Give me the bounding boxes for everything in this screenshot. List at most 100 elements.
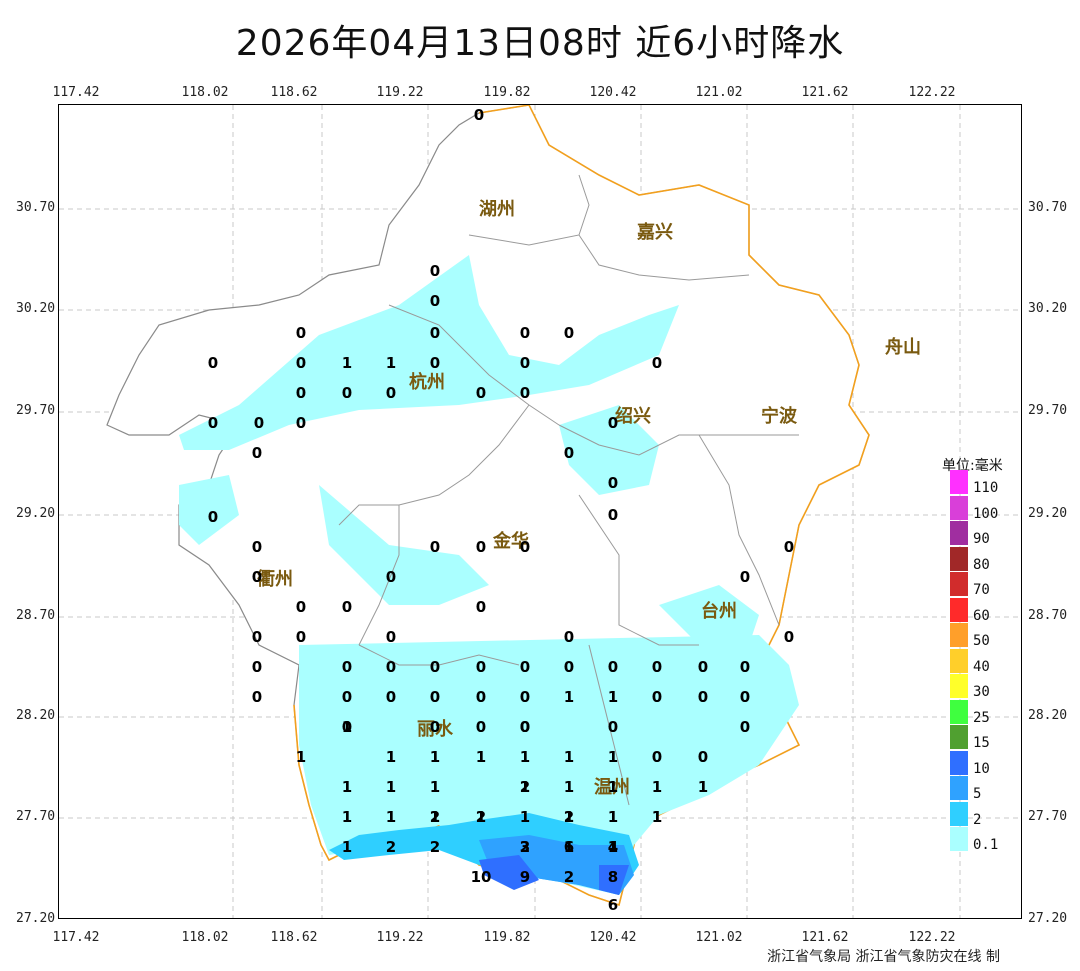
station-value-94: 1 xyxy=(564,808,574,826)
lat-tick-right-0: 30.70 xyxy=(1028,200,1068,215)
station-value-21: 0 xyxy=(296,414,306,432)
station-value-44: 0 xyxy=(252,658,262,676)
station-value-83: 1 xyxy=(342,778,352,796)
station-value-50: 0 xyxy=(564,658,574,676)
lat-tick-right-2: 29.70 xyxy=(1028,403,1068,418)
map-title: 2026年04月13日08时 近6小时降水 xyxy=(235,23,845,64)
station-value-106: 1 xyxy=(652,808,662,826)
station-value-70: 0 xyxy=(520,718,530,736)
station-value-20: 0 xyxy=(254,414,264,432)
station-value-59: 0 xyxy=(476,688,486,706)
legend-swatch-4 xyxy=(950,572,968,596)
station-value-92: 1 xyxy=(476,808,486,826)
lon-tick-top-2: 118.62 xyxy=(270,85,318,100)
city-label-7: 台州 xyxy=(701,600,737,622)
legend-swatch-3 xyxy=(950,546,968,571)
station-value-10: 1 xyxy=(386,354,396,372)
station-value-107: 2 xyxy=(476,808,486,826)
lat-tick-right-7: 27.20 xyxy=(1028,911,1068,926)
lat-tick-right-6: 27.70 xyxy=(1028,809,1068,824)
station-value-84: 1 xyxy=(386,778,396,796)
station-value-86: 1 xyxy=(520,778,530,796)
city-label-3: 绍兴 xyxy=(615,405,651,427)
legend-label-12: 5 xyxy=(973,786,982,802)
station-value-99: 1 xyxy=(698,778,708,796)
legend-label-6: 50 xyxy=(973,633,990,649)
city-label-2: 杭州 xyxy=(409,371,445,393)
station-value-43: 0 xyxy=(784,628,794,646)
station-value-4: 0 xyxy=(430,324,440,342)
station-value-115: 2 xyxy=(564,868,574,886)
station-value-18: 0 xyxy=(520,384,530,402)
station-value-12: 0 xyxy=(520,354,530,372)
station-value-103: 2 xyxy=(430,808,440,826)
lat-tick-left-2: 29.70 xyxy=(16,403,56,418)
legend-label-5: 60 xyxy=(973,607,990,624)
legend-swatch-13 xyxy=(950,801,968,826)
lat-tick-left-7: 27.20 xyxy=(16,911,56,926)
station-value-41: 0 xyxy=(386,628,396,646)
station-value-30: 0 xyxy=(476,538,486,556)
station-value-60: 0 xyxy=(520,688,530,706)
station-value-97: 1 xyxy=(564,778,574,796)
credit-text: 浙江省气象局 浙江省气象防灾在线 制 xyxy=(767,949,1000,965)
station-value-15: 0 xyxy=(342,384,352,402)
city-label-8: 丽水 xyxy=(417,718,454,740)
station-value-72: 1 xyxy=(342,718,352,736)
rain-5mm-area xyxy=(479,835,634,895)
station-value-116: 8 xyxy=(608,868,618,886)
lat-tick-left-4: 28.70 xyxy=(16,608,56,623)
lon-tick-top-1: 118.02 xyxy=(181,85,229,100)
lon-tick-bottom-6: 121.02 xyxy=(695,930,743,945)
station-value-16: 0 xyxy=(386,384,396,402)
station-value-2: 0 xyxy=(430,292,440,310)
station-value-46: 0 xyxy=(386,658,396,676)
station-value-57: 0 xyxy=(386,688,396,706)
station-value-9: 1 xyxy=(342,354,352,372)
station-value-34: 0 xyxy=(386,568,396,586)
lon-tick-bottom-7: 121.62 xyxy=(801,930,849,945)
station-value-80: 0 xyxy=(698,748,708,766)
station-value-108: 2 xyxy=(520,838,530,856)
legend-swatch-0 xyxy=(950,470,968,494)
legend-swatch-5 xyxy=(950,597,968,622)
station-value-87: 1 xyxy=(608,778,618,796)
station-value-64: 0 xyxy=(342,718,352,736)
station-value-63: 0 xyxy=(740,688,750,706)
station-value-24: 0 xyxy=(564,444,574,462)
lat-tick-left-0: 30.70 xyxy=(16,200,56,215)
legend-label-0: 110 xyxy=(973,480,999,496)
station-value-113: 10 xyxy=(471,868,492,886)
station-value-53: 0 xyxy=(698,658,708,676)
lon-tick-top-8: 122.22 xyxy=(908,85,956,100)
lat-tick-right-1: 30.20 xyxy=(1028,301,1068,316)
station-value-71: 0 xyxy=(608,718,618,736)
legend-swatch-9 xyxy=(950,699,968,724)
station-value-88: 1 xyxy=(652,778,662,796)
station-value-100: 1 xyxy=(342,838,352,856)
station-value-98: 1 xyxy=(652,808,662,826)
station-value-1: 0 xyxy=(430,262,440,280)
station-value-45: 0 xyxy=(342,658,352,676)
station-value-31: 0 xyxy=(520,538,530,556)
lon-tick-top-0: 117.42 xyxy=(52,85,100,100)
station-value-85: 1 xyxy=(430,778,440,796)
station-value-48: 0 xyxy=(476,658,486,676)
station-value-52: 0 xyxy=(652,658,662,676)
legend-label-4: 70 xyxy=(973,582,990,598)
station-value-37: 0 xyxy=(342,598,352,616)
station-value-58: 0 xyxy=(430,688,440,706)
station-value-7: 0 xyxy=(208,354,218,372)
station-value-29: 0 xyxy=(430,538,440,556)
station-value-73: 1 xyxy=(386,748,396,766)
station-value-8: 0 xyxy=(296,354,306,372)
station-value-82: 1 xyxy=(296,748,306,766)
station-value-54: 0 xyxy=(740,658,750,676)
station-value-28: 0 xyxy=(252,538,262,556)
rain-10mm-area xyxy=(479,855,629,895)
legend-label-13: 2 xyxy=(973,811,982,828)
station-value-40: 0 xyxy=(296,628,306,646)
lon-tick-bottom-2: 118.62 xyxy=(270,930,318,945)
